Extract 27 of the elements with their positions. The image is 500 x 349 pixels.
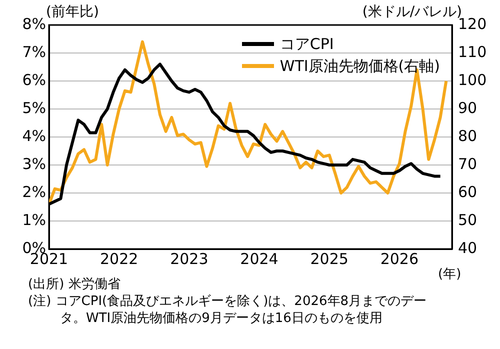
y-tick-label: 8% (22, 14, 46, 33)
x-tick-label: 2025 (310, 250, 348, 268)
y-tick-label: 2% (22, 182, 46, 201)
y-tick-label: 1% (22, 210, 46, 229)
y-tick-label: 7% (22, 42, 46, 61)
y2-tick-label: 50 (458, 210, 478, 229)
y2-tick-label: 110 (458, 42, 487, 61)
y2-tick-label: 80 (458, 126, 478, 145)
y-axis-title: (前年比) (46, 3, 99, 21)
x-axis-title: (年) (438, 266, 462, 283)
y-tick-label: 6% (22, 70, 46, 89)
y-tick-label: 5% (22, 98, 46, 117)
y-tick-label: 4% (22, 126, 46, 145)
x-tick-label: 2024 (240, 250, 278, 268)
y-tick-label: 3% (22, 154, 46, 173)
legend-label: WTI原油先物価格(右軸) (280, 56, 440, 77)
text: (出所) 米労働省 (28, 276, 122, 293)
text: (注) コアCPI(食品及びエネルギーを除く)は、2026年8月までのデータ。WTI原油先物価格の9月データは16日のものを使用 (28, 293, 428, 327)
y2-tick-label: 100 (458, 70, 487, 89)
y2-tick-label: 70 (458, 154, 478, 173)
x-tick-label: 2022 (100, 250, 138, 268)
y2-tick-label: 90 (458, 98, 478, 117)
x-tick-label: 2023 (170, 250, 208, 268)
legend-label: コアCPI (280, 34, 334, 55)
y2-tick-label: 60 (458, 182, 478, 201)
x-tick-label: 2026 (380, 250, 419, 268)
y2-tick-label: 40 (458, 238, 478, 257)
